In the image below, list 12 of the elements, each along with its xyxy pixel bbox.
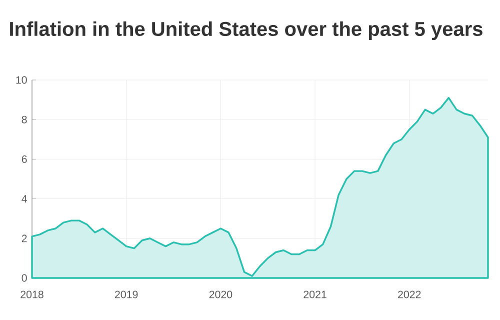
x-tick-label: 2019 [115, 290, 138, 298]
y-tick-label: 10 [16, 76, 27, 84]
x-tick-label: 2021 [304, 290, 326, 298]
y-tick-label: 8 [22, 116, 27, 124]
x-tick-label: 2020 [209, 290, 232, 298]
chart-title: Inflation in the United States over the past 5 years [10, 21, 482, 40]
y-tick-label: 4 [22, 195, 27, 202]
y-tick-label: 2 [22, 234, 27, 242]
y-tick-label: 6 [22, 155, 27, 163]
x-tick-label: 2022 [398, 290, 421, 298]
x-tick-label: 2018 [20, 290, 44, 298]
y-tick-label: 0 [22, 274, 27, 282]
